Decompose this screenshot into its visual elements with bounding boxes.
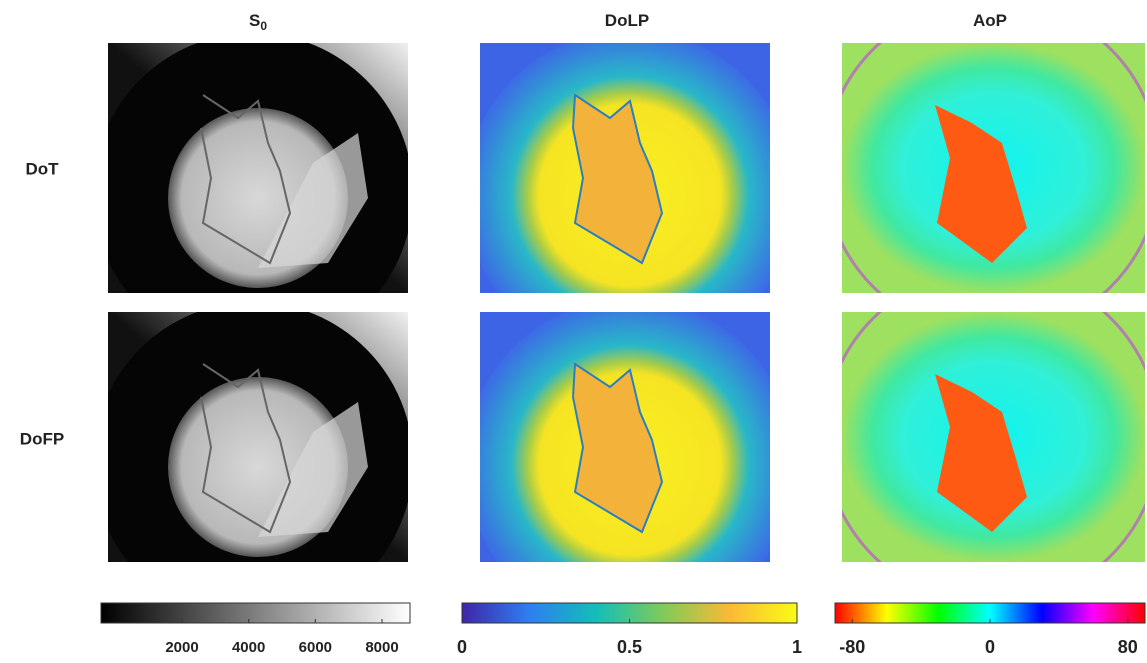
column-title-text: S bbox=[249, 11, 260, 30]
colorbar-tick-label: 0 bbox=[457, 637, 467, 657]
crack bbox=[200, 363, 292, 534]
image-panel bbox=[108, 43, 408, 293]
crack bbox=[200, 94, 292, 265]
colorbar bbox=[100, 602, 411, 624]
panel-content bbox=[108, 43, 408, 293]
column-title: DoLP bbox=[605, 11, 649, 30]
image-panel bbox=[480, 312, 770, 562]
colorbar-tick-label: 0.5 bbox=[617, 637, 642, 657]
column-title: S0 bbox=[249, 11, 267, 33]
colorbar-tick-label: 1 bbox=[792, 637, 802, 657]
column-title: AoP bbox=[973, 11, 1007, 30]
panel-content bbox=[480, 43, 770, 293]
image-panel bbox=[842, 312, 1145, 562]
panel-content bbox=[842, 43, 1145, 293]
panel-content bbox=[108, 312, 408, 562]
sample-half bbox=[258, 402, 368, 537]
panel-content bbox=[480, 312, 770, 562]
colorbar-tick-label: -80 bbox=[839, 637, 865, 657]
image-panel bbox=[480, 43, 770, 293]
row-label: DoFP bbox=[20, 429, 64, 448]
crack bbox=[935, 105, 1027, 263]
crack bbox=[935, 374, 1027, 532]
row-label: DoT bbox=[25, 159, 59, 178]
column-title-text: DoLP bbox=[605, 11, 649, 30]
sample-half bbox=[258, 133, 368, 268]
colorbar-tick-label: 80 bbox=[1118, 637, 1138, 657]
colorbar-tick-label: 2000 bbox=[165, 639, 198, 656]
image-panel bbox=[842, 43, 1145, 293]
colorbar-tick-label: 4000 bbox=[232, 639, 265, 656]
column-title-subscript: 0 bbox=[260, 19, 267, 33]
colorbar-tick-label: 6000 bbox=[299, 639, 332, 656]
image-panel bbox=[108, 312, 408, 562]
colorbar-tick-label: 0 bbox=[985, 637, 995, 657]
crack bbox=[571, 362, 664, 534]
crack bbox=[571, 93, 664, 265]
colorbar-tick-label: 8000 bbox=[365, 639, 398, 656]
panel-content bbox=[842, 312, 1145, 562]
column-title-text: AoP bbox=[973, 11, 1007, 30]
